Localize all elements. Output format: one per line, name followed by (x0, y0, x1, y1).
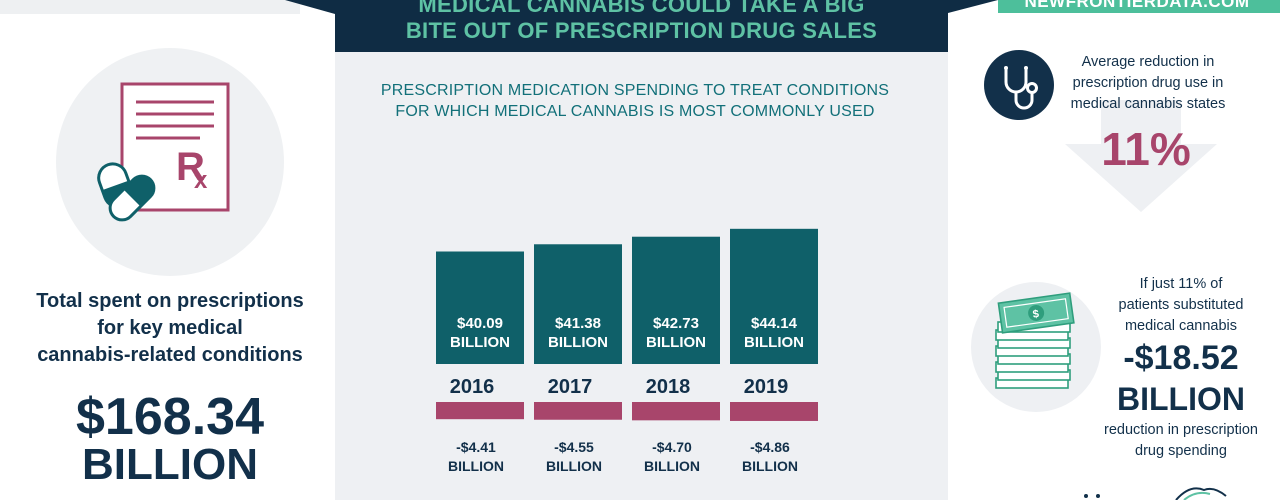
savings-caption-line: reduction in prescription (1104, 422, 1258, 438)
stethoscope-icon (1004, 66, 1038, 110)
reduction-bar (730, 402, 818, 421)
reduction-percentage: 11% (1101, 123, 1191, 175)
savings-caption: reduction in prescription drug spending (1084, 420, 1278, 462)
reduction-bar-unit: BILLION (448, 458, 504, 474)
brand-logo-mark (1084, 487, 1227, 500)
caption-line: cannabis-related conditions (37, 344, 303, 366)
money-stack-icon: $ (995, 292, 1075, 389)
reduction-bar-unit: BILLION (742, 458, 798, 474)
substitute-description: If just 11% of patients substituted medi… (1098, 274, 1264, 337)
title-line: MEDICAL CANNABIS COULD TAKE A BIG (418, 0, 865, 17)
caption-line: Total spent on prescriptions (36, 290, 304, 312)
spending-bar-label: $44.14 (751, 315, 798, 332)
year-tick-label: 2017 (548, 376, 593, 398)
svg-text:R: R (176, 145, 205, 189)
url-wedge (948, 0, 998, 13)
title-line: BITE OUT OF PRESCRIPTION DRUG SALES (405, 18, 878, 43)
savings-unit: BILLION (1117, 381, 1245, 417)
url-band (998, 0, 1280, 13)
chart-title-line: PRESCRIPTION MEDICATION SPENDING TO TREA… (380, 82, 890, 99)
header-band (335, 0, 948, 52)
spending-bar (730, 228, 818, 364)
year-tick-label: 2018 (646, 376, 691, 398)
total-spent-unit: BILLION (82, 440, 258, 489)
spending-bar-label: $42.73 (653, 315, 699, 332)
chart-title-line: FOR WHICH MEDICAL CANNABIS IS MOST COMMO… (395, 103, 875, 120)
reduction-bar (436, 402, 524, 420)
reduction-bar (534, 402, 622, 420)
savings-caption-line: drug spending (1135, 443, 1227, 459)
infographic-title: MEDICAL CANNABIS COULD TAKE A BIG BITE O… (335, 0, 948, 44)
bar-chart: $40.09 BILLION 2016 -$4.41 BILLION $41.38 BILL… (436, 228, 818, 474)
total-spent-value: $168.34 (76, 388, 264, 446)
savings-value: -$18.52 (1123, 339, 1239, 377)
reduction-bar-unit: BILLION (546, 458, 602, 474)
caption-line: for key medical (97, 317, 243, 339)
spending-bar (436, 251, 524, 364)
spending-bar-unit: BILLION (646, 334, 706, 351)
substitute-line: If just 11% of (1139, 276, 1223, 292)
spending-bar-label: $40.09 (457, 315, 503, 332)
site-url: NEWFRONTIERDATA.COM (1024, 0, 1250, 11)
chart-title: PRESCRIPTION MEDICATION SPENDING TO TREA… (355, 80, 915, 122)
svg-text:x: x (194, 167, 208, 194)
spending-bar (632, 236, 720, 364)
spending-bar-unit: BILLION (744, 334, 804, 351)
reduction-description: Average reduction in prescription drug u… (1062, 52, 1234, 115)
spending-bar (534, 244, 622, 364)
reduction-line: medical cannabis states (1070, 96, 1226, 112)
substitute-line: patients substituted (1118, 297, 1244, 313)
year-tick-label: 2019 (744, 376, 789, 398)
reduction-bar-label: -$4.55 (554, 439, 594, 455)
reduction-bar-unit: BILLION (644, 458, 700, 474)
left-top-bar (0, 0, 300, 14)
total-spent-caption: Total spent on prescriptions for key med… (20, 288, 320, 369)
down-arrow-icon (1065, 100, 1217, 212)
stethoscope-circle (984, 50, 1054, 120)
reduction-bar-label: -$4.41 (456, 439, 496, 455)
reduction-line: prescription drug use in (1072, 75, 1224, 91)
prescription-rx-icon: R x (97, 82, 230, 222)
svg-text:$: $ (1032, 308, 1040, 321)
reduction-bar-label: -$4.70 (652, 439, 692, 455)
spending-bar-unit: BILLION (548, 334, 608, 351)
spending-bar-label: $41.38 (555, 315, 601, 332)
reduction-line: Average reduction in (1081, 54, 1215, 70)
substitute-line: medical cannabis (1124, 318, 1238, 334)
year-tick-label: 2016 (450, 376, 495, 398)
header-wedge (285, 0, 335, 14)
spending-bar-unit: BILLION (450, 334, 510, 351)
reduction-bar-label: -$4.86 (750, 439, 790, 455)
reduction-bar (632, 402, 720, 421)
